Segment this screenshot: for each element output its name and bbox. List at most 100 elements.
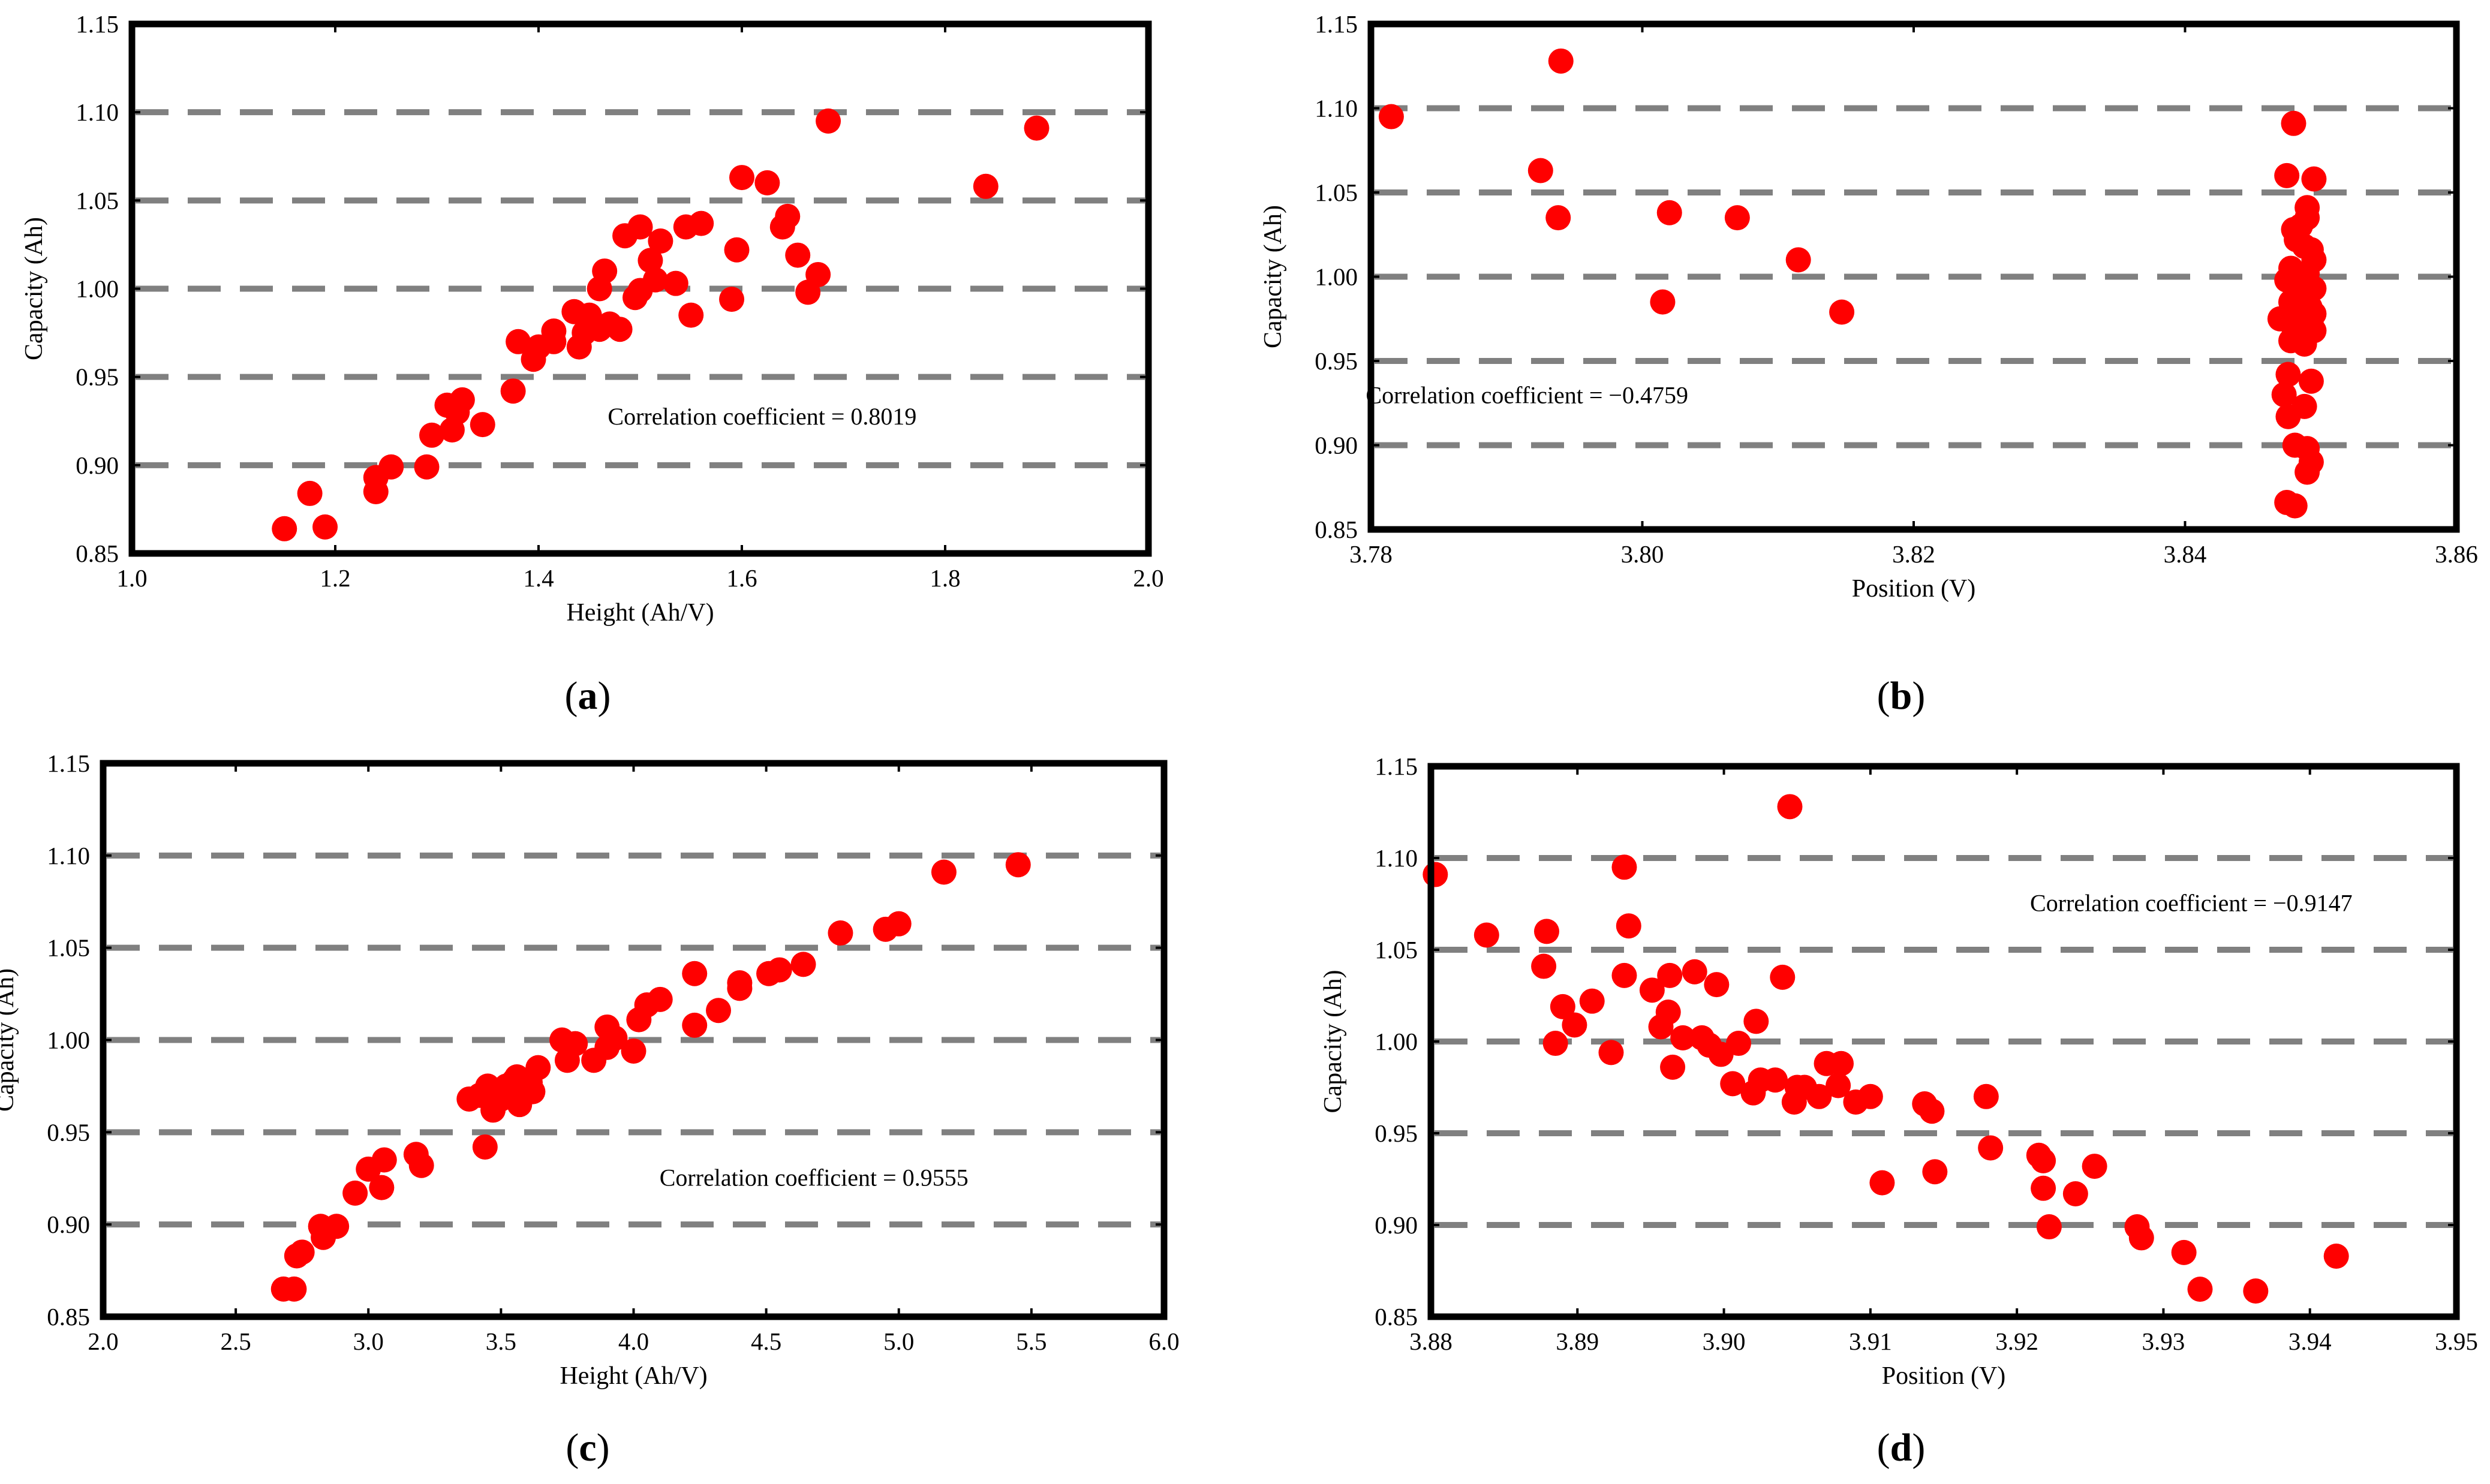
y-tick-label: 1.10 <box>1375 844 1418 872</box>
scatter-panel-b: 3.78 3.80 3.82 3.84 3.86 0.85 0.90 0.95 1.00 1.05… <box>1259 10 2478 603</box>
data-point <box>688 210 714 236</box>
data-point <box>2294 459 2320 485</box>
x-tick-label: 3.93 <box>2142 1328 2185 1355</box>
data-point <box>1655 1000 1681 1025</box>
data-point <box>2082 1154 2107 1179</box>
x-axis-label: Position (V) <box>1852 575 1976 603</box>
data-point <box>2128 1225 2154 1251</box>
data-point <box>1657 962 1683 988</box>
y-axis-label: Capacity (Ah) <box>20 217 48 360</box>
data-point <box>2187 1277 2213 1302</box>
x-tick-label: 1.8 <box>930 564 960 592</box>
data-point <box>342 1180 368 1206</box>
data-point <box>1545 205 1571 231</box>
data-point <box>775 203 801 229</box>
data-point <box>2031 1148 2056 1173</box>
x-tick-label: 3.90 <box>1703 1328 1746 1355</box>
y-tick-label: 0.95 <box>47 1118 90 1146</box>
data-point <box>1777 794 1803 820</box>
data-point <box>1562 1012 1587 1038</box>
y-tick-label: 1.00 <box>1315 263 1358 291</box>
y-axis-label: Capacity (Ah) <box>1259 205 1287 348</box>
data-point <box>1973 1083 1999 1109</box>
data-point <box>621 1038 646 1064</box>
data-point <box>1527 158 1553 183</box>
data-point <box>785 242 811 268</box>
data-point <box>312 514 338 540</box>
data-point <box>1533 919 1559 944</box>
data-point <box>1724 205 1750 231</box>
x-tick-label: 4.0 <box>618 1328 649 1355</box>
data-point <box>520 1079 546 1104</box>
data-point <box>449 387 475 413</box>
data-point <box>805 261 831 287</box>
data-point <box>289 1239 315 1265</box>
y-tick-label: 1.00 <box>76 275 119 303</box>
data-point <box>1704 972 1730 998</box>
data-point <box>2281 110 2306 136</box>
data-point <box>607 317 633 342</box>
data-point <box>973 173 999 199</box>
data-point <box>1660 1054 1686 1080</box>
data-point <box>724 237 750 263</box>
data-point <box>2243 1278 2269 1304</box>
data-point <box>369 1175 395 1200</box>
data-point <box>1857 1083 1883 1109</box>
data-point <box>272 516 297 541</box>
data-point <box>682 1012 708 1038</box>
data-point <box>2274 162 2300 188</box>
data-point <box>2282 493 2308 519</box>
scatter-panel-d: 3.88 3.89 3.90 3.91 3.92 3.93 3.94 3.95 0.85 0.90… <box>1319 752 2478 1390</box>
data-point <box>1611 962 1637 988</box>
data-point <box>637 248 663 273</box>
data-point <box>1616 913 1641 939</box>
data-point <box>1611 854 1637 880</box>
y-tick-label: 1.15 <box>1315 10 1358 38</box>
x-tick-label: 3.80 <box>1621 540 1664 568</box>
data-point <box>2323 1244 2349 1269</box>
data-point <box>682 961 708 986</box>
plot-frame <box>100 760 1168 1320</box>
caption-d-letter: d <box>1890 1426 1912 1470</box>
data-point <box>500 378 526 404</box>
x-tick-label: 3.94 <box>2288 1328 2332 1355</box>
data-point <box>663 270 688 296</box>
data-point <box>886 911 912 937</box>
y-tick-label: 0.90 <box>1315 432 1358 459</box>
data-point <box>472 1134 498 1160</box>
caption-a: (a) <box>564 674 611 718</box>
y-tick-label: 1.05 <box>47 934 90 962</box>
x-tick-label: 2.5 <box>221 1328 251 1355</box>
y-tick-label: 0.85 <box>76 540 119 567</box>
data-point <box>754 170 780 195</box>
y-tick-label: 1.10 <box>47 842 90 869</box>
data-point <box>1826 1073 1851 1098</box>
data-point <box>371 1147 397 1173</box>
correlation-annotation: Correlation coefficient = 0.8019 <box>608 403 916 430</box>
x-tick-label: 3.91 <box>1849 1328 1892 1355</box>
data-point <box>2036 1214 2062 1240</box>
x-tick-label: 3.5 <box>486 1328 516 1355</box>
data-point <box>729 165 754 191</box>
data-point <box>647 986 673 1012</box>
y-tick-label: 0.95 <box>1315 347 1358 375</box>
data-point <box>1806 1083 1832 1109</box>
x-tick-label: 3.86 <box>2435 540 2478 568</box>
scatter-panel-c: 2.0 2.5 3.0 3.5 4.0 4.5 5.0 5.5 6.0 0.85 0.90 0.95 1… <box>0 749 1180 1390</box>
x-tick-label: 1.2 <box>320 564 350 592</box>
x-tick-label: 4.5 <box>751 1328 781 1355</box>
plot-frame <box>128 20 1152 557</box>
data-point <box>1829 1050 1854 1076</box>
data-point <box>719 287 745 312</box>
correlation-annotation: Correlation coefficient = −0.9147 <box>2030 890 2353 917</box>
data-point <box>1726 1031 1751 1056</box>
data-point <box>1024 115 1049 141</box>
y-axis-label: Capacity (Ah) <box>0 968 19 1112</box>
data-point <box>1550 994 1575 1019</box>
x-axis-label: Height (Ah/V) <box>560 1362 707 1390</box>
y-tick-label: 0.95 <box>1375 1119 1418 1147</box>
x-tick-label: 6.0 <box>1148 1328 1179 1355</box>
y-axis-label: Capacity (Ah) <box>1319 970 1347 1113</box>
data-point <box>816 108 841 134</box>
